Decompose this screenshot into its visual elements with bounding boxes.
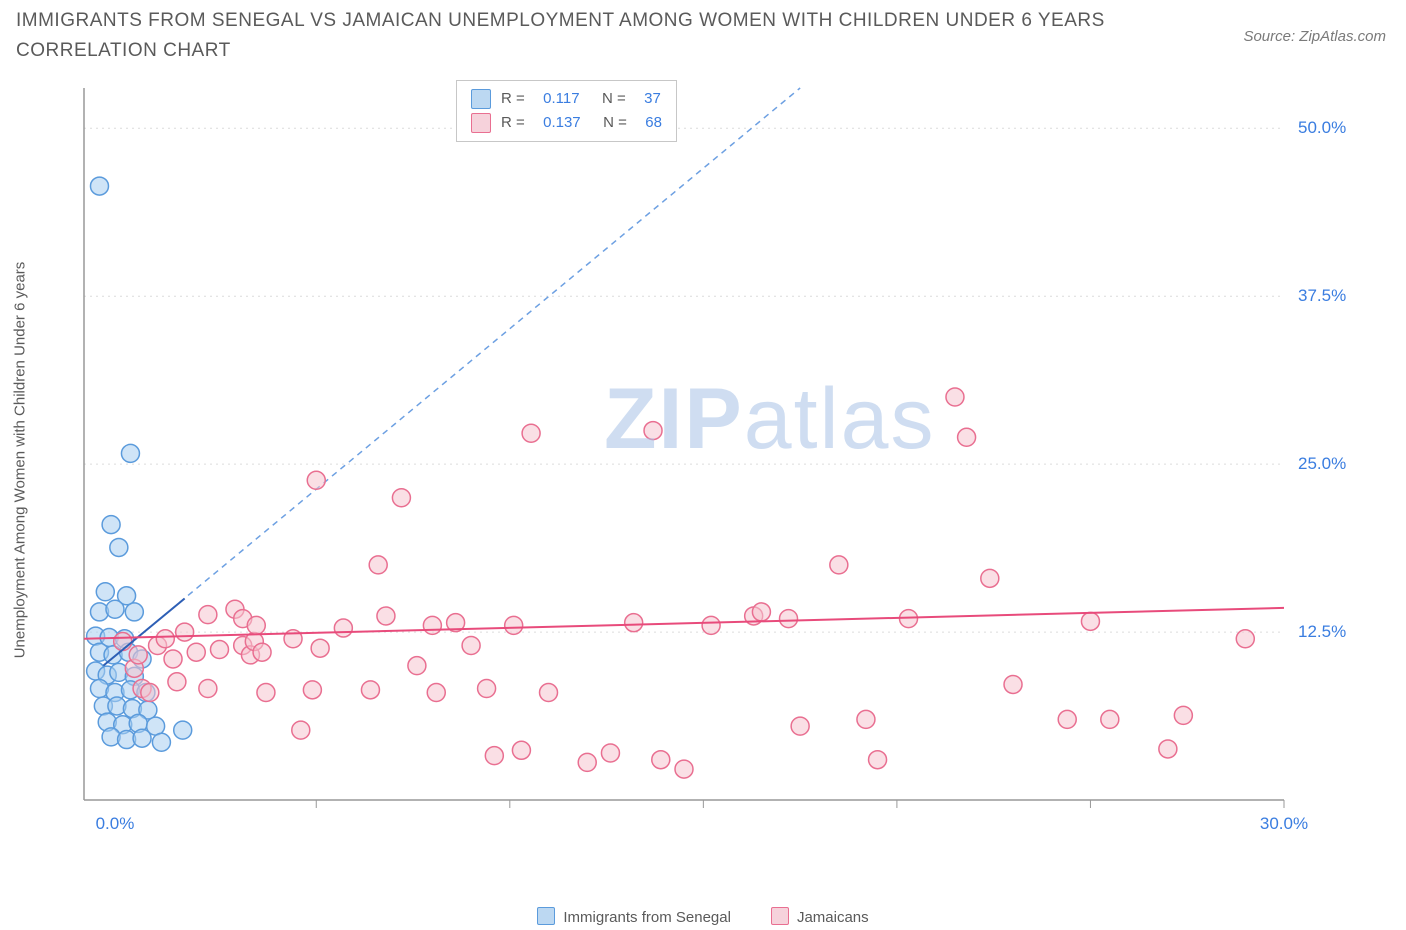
stats-legend-row: R = 0.117 N = 37 bbox=[471, 87, 662, 111]
x-tick-label-left: 0.0% bbox=[96, 814, 135, 834]
legend-label-senegal: Immigrants from Senegal bbox=[563, 909, 731, 926]
y-tick-label: 50.0% bbox=[1298, 118, 1346, 138]
chart-container: IMMIGRANTS FROM SENEGAL VS JAMAICAN UNEM… bbox=[0, 0, 1406, 930]
stats-legend-row: R = 0.137 N = 68 bbox=[471, 111, 662, 135]
stats-r-value: 0.137 bbox=[543, 111, 581, 135]
stats-n-value: 68 bbox=[645, 111, 662, 135]
legend-swatch-senegal bbox=[537, 907, 555, 925]
stats-n-value: 37 bbox=[644, 87, 661, 111]
y-tick-label: 37.5% bbox=[1298, 286, 1346, 306]
x-tick-label-right: 30.0% bbox=[1260, 814, 1308, 834]
legend-item-senegal: Immigrants from Senegal bbox=[537, 907, 731, 926]
source-credit: Source: ZipAtlas.com bbox=[1243, 28, 1386, 45]
legend-item-jamaicans: Jamaicans bbox=[771, 907, 869, 926]
legend-swatch-jamaicans bbox=[771, 907, 789, 925]
stats-legend-swatch bbox=[471, 113, 491, 133]
legend-label-jamaicans: Jamaicans bbox=[797, 909, 869, 926]
stats-r-value: 0.117 bbox=[543, 87, 579, 111]
series-legend: Immigrants from Senegal Jamaicans bbox=[0, 907, 1406, 926]
y-tick-label: 12.5% bbox=[1298, 622, 1346, 642]
stats-legend-swatch bbox=[471, 89, 491, 109]
y-axis-label: Unemployment Among Women with Children U… bbox=[12, 262, 29, 659]
stats-legend: R = 0.117 N = 37 R = 0.137 N = 68 bbox=[456, 80, 677, 142]
scatter-plot-svg bbox=[64, 80, 1344, 840]
header-row: IMMIGRANTS FROM SENEGAL VS JAMAICAN UNEM… bbox=[16, 6, 1386, 67]
chart-title: IMMIGRANTS FROM SENEGAL VS JAMAICAN UNEM… bbox=[16, 6, 1166, 67]
plot-area: ZIPatlas R = 0.117 N = 37 R = 0.137 N = … bbox=[64, 80, 1344, 840]
y-tick-label: 25.0% bbox=[1298, 454, 1346, 474]
